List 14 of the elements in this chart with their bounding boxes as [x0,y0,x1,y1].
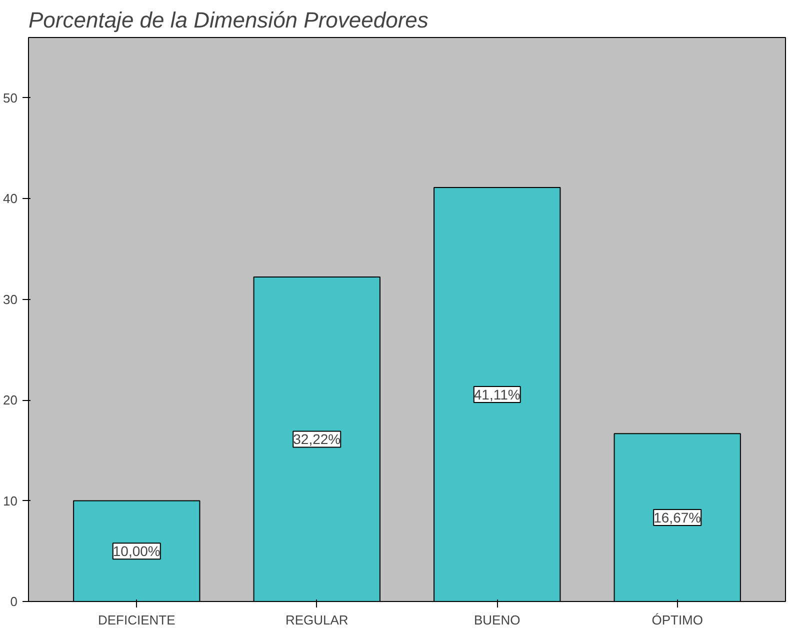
x-tick-label: REGULAR [285,612,348,628]
data-label: 10,00% [112,543,160,560]
data-label: 32,22% [293,431,341,448]
y-tick-label: 30 [3,292,18,307]
x-tick-label: BUENO [474,612,520,628]
data-label: 16,67% [654,510,702,526]
y-tick-label: 20 [3,392,18,408]
x-tick-label: ÓPTIMO [652,612,703,628]
y-tick-label: 0 [10,594,18,609]
y-tick-label: 10 [3,493,18,508]
y-tick-label: 40 [3,191,18,206]
y-tick-label: 50 [3,90,18,106]
chart-title: Porcentaje de la Dimensión Proveedores [28,8,428,32]
x-tick-label: DEFICIENTE [98,612,176,628]
